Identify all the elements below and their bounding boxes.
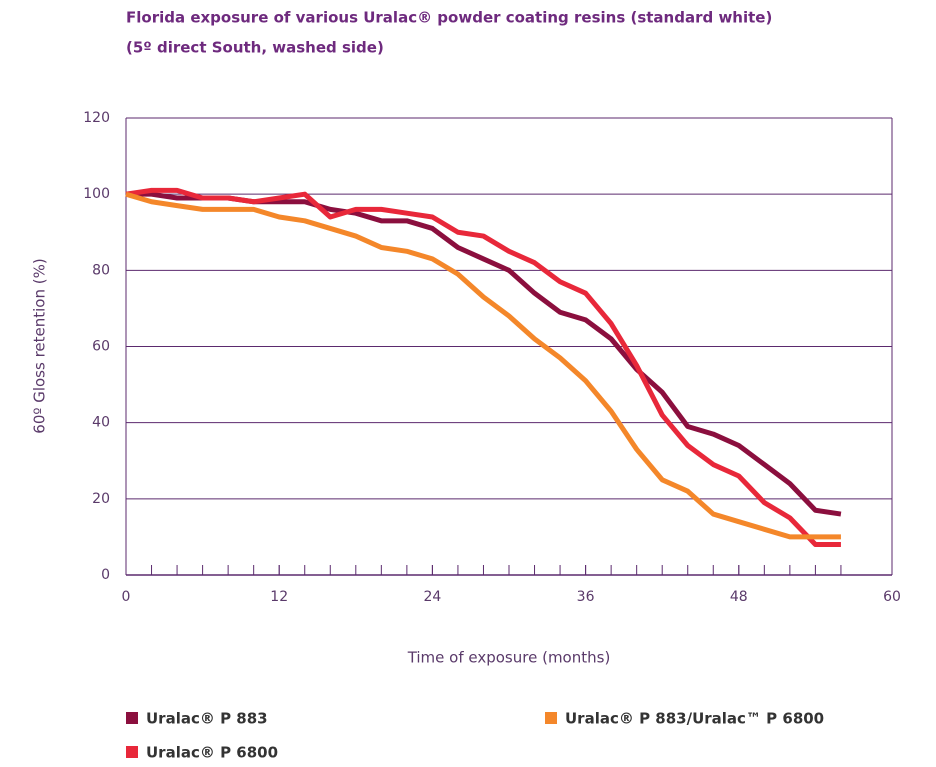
x-axis-label: Time of exposure (months) (407, 649, 611, 667)
y-tick-label: 80 (92, 262, 110, 278)
legend-swatch (126, 712, 138, 724)
series-line (125, 187, 841, 548)
y-axis-label: 60º Gloss retention (%) (31, 258, 49, 433)
y-tick-label: 60 (92, 339, 110, 355)
legend-label: Uralac® P 883 (146, 710, 268, 728)
x-tick-label: 36 (577, 589, 595, 605)
y-tick-label: 100 (83, 186, 110, 202)
y-tick-label: 120 (83, 110, 110, 126)
y-tick-label: 40 (92, 415, 110, 431)
x-tick-label: 12 (270, 589, 288, 605)
x-tick-label: 0 (122, 589, 131, 605)
legend-label: Uralac® P 883/Uralac™ P 6800 (565, 710, 824, 728)
legend-swatch (545, 712, 557, 724)
series-line (126, 191, 842, 517)
x-tick-label: 60 (883, 589, 901, 605)
y-tick-label: 0 (101, 567, 110, 583)
chart-subtitle: (5º direct South, washed side) (126, 39, 384, 57)
y-tick-label: 20 (92, 491, 110, 507)
legend-swatch (126, 746, 138, 758)
legend-label: Uralac® P 6800 (146, 744, 278, 762)
series-line (125, 191, 841, 540)
chart-title: Florida exposure of various Uralac® powd… (126, 9, 772, 27)
x-tick-label: 24 (423, 589, 441, 605)
x-tick-label: 48 (730, 589, 748, 605)
